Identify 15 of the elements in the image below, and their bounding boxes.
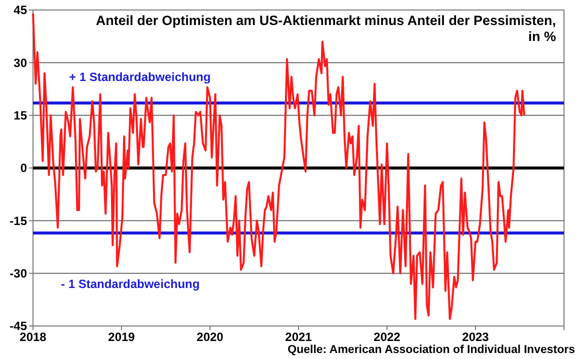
- ref-line-label: + 1 Standardabweichung: [69, 70, 211, 84]
- y-tick-label: 30: [14, 56, 28, 70]
- text: Anteil der Optimisten am US-Aktienmarkt minus Anteil der Pessimisten, in %: [96, 13, 556, 44]
- y-tick-label: 15: [14, 108, 28, 123]
- x-tick-label: 2021: [285, 330, 312, 344]
- ref-line-label: - 1 Standardabweichung: [61, 276, 200, 291]
- y-tick-label: 0: [20, 161, 28, 176]
- y-tick-label: 45: [14, 3, 28, 18]
- x-tick-label: 2023: [462, 330, 490, 344]
- x-tick-label: 2019: [108, 330, 136, 344]
- y-tick-label: -30: [10, 266, 28, 281]
- x-tick-label: 2022: [374, 330, 401, 344]
- source-note: Quelle: American Association of Individual Investors: [288, 344, 575, 356]
- y-tick-label: -15: [10, 214, 28, 228]
- x-tick-label: 2020: [196, 330, 224, 344]
